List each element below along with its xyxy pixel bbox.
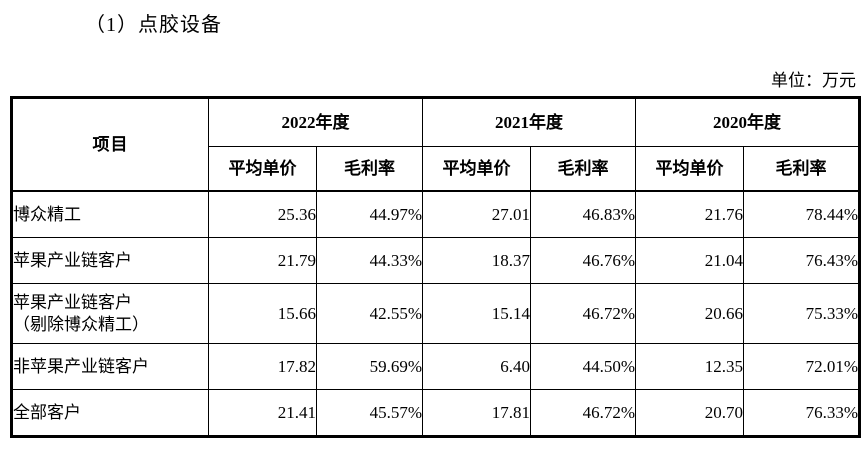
row-label: 全部客户 <box>11 389 209 437</box>
table-cell: 44.50% <box>530 343 636 390</box>
table-cell: 21.79 <box>208 237 317 284</box>
table-cell: 76.43% <box>743 237 860 284</box>
table-cell: 46.76% <box>530 237 636 284</box>
table-cell: 45.57% <box>316 389 423 437</box>
column-header-year-2021: 2021年度 <box>422 97 636 147</box>
row-label: 苹果产业链客户 <box>11 237 209 284</box>
table-cell: 25.36 <box>208 190 317 238</box>
table-row: 全部客户 21.41 45.57% 17.81 46.72% 20.70 76.… <box>11 389 860 437</box>
header-sub-row: 平均单价 毛利率 平均单价 毛利率 平均单价 毛利率 <box>12 146 860 192</box>
gross-margin-table: 项目 2022年度 2021年度 2020年度 平均单价 毛利率 平均单价 毛利… <box>10 96 861 438</box>
table-cell: 78.44% <box>743 190 860 238</box>
table-row: 非苹果产业链客户 17.82 59.69% 6.40 44.50% 12.35 … <box>11 343 860 390</box>
row-label-line1: 苹果产业链客户 <box>13 250 132 270</box>
table-row: 苹果产业链客户 21.79 44.33% 18.37 46.76% 21.04 … <box>11 237 860 284</box>
table-cell: 59.69% <box>316 343 423 390</box>
row-label-line1: 非苹果产业链客户 <box>13 356 149 376</box>
column-header-gross-margin-2022: 毛利率 <box>316 146 423 192</box>
unit-label: 单位：万元 <box>771 71 856 90</box>
table-cell: 46.83% <box>530 190 636 238</box>
table-cell: 12.35 <box>635 343 744 390</box>
table-cell: 46.72% <box>530 389 636 437</box>
table-cell: 44.97% <box>316 190 423 238</box>
table-row: 苹果产业链客户 （剔除博众精工） 15.66 42.55% 15.14 46.7… <box>11 283 860 344</box>
table-cell: 27.01 <box>422 190 531 238</box>
column-header-year-2020: 2020年度 <box>635 97 860 147</box>
table-row: 博众精工 25.36 44.97% 27.01 46.83% 21.76 78.… <box>11 190 860 238</box>
row-label-line1: 博众精工 <box>13 204 81 224</box>
table-cell: 21.76 <box>635 190 744 238</box>
table-cell: 46.72% <box>530 283 636 344</box>
row-label-line1: 全部客户 <box>13 402 81 422</box>
row-label-line2: （剔除博众精工） <box>13 314 149 334</box>
table-cell: 17.82 <box>208 343 317 390</box>
table-cell: 44.33% <box>316 237 423 284</box>
table-cell: 15.66 <box>208 283 317 344</box>
column-header-avg-price-2021: 平均单价 <box>422 146 531 192</box>
row-label-line1: 苹果产业链客户 <box>13 293 132 313</box>
table-cell: 17.81 <box>422 389 531 437</box>
table-cell: 76.33% <box>743 389 860 437</box>
column-header-year-2022: 2022年度 <box>208 97 423 147</box>
row-label: 苹果产业链客户 （剔除博众精工） <box>11 283 209 344</box>
column-header-gross-margin-2021: 毛利率 <box>530 146 636 192</box>
table-cell: 15.14 <box>422 283 531 344</box>
table-cell: 42.55% <box>316 283 423 344</box>
table-cell: 21.41 <box>208 389 317 437</box>
row-label: 博众精工 <box>11 190 209 238</box>
section-title: （1）点胶设备 <box>85 14 222 36</box>
table-cell: 20.66 <box>635 283 744 344</box>
table-cell: 72.01% <box>743 343 860 390</box>
table-cell: 20.70 <box>635 389 744 437</box>
table-cell: 6.40 <box>422 343 531 390</box>
column-header-item: 项目 <box>11 97 209 192</box>
header-year-row: 项目 2022年度 2021年度 2020年度 <box>11 97 860 192</box>
table-cell: 18.37 <box>422 237 531 284</box>
column-header-avg-price-2022: 平均单价 <box>208 146 317 192</box>
column-header-avg-price-2020: 平均单价 <box>635 146 744 192</box>
row-label: 非苹果产业链客户 <box>11 343 209 390</box>
table-cell: 21.04 <box>635 237 744 284</box>
table-cell: 75.33% <box>743 283 860 344</box>
column-header-gross-margin-2020: 毛利率 <box>743 146 860 192</box>
